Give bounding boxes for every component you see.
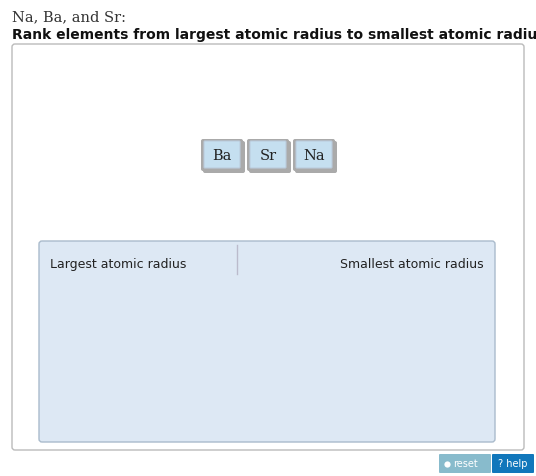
FancyBboxPatch shape [39, 241, 495, 442]
FancyBboxPatch shape [203, 142, 245, 174]
FancyBboxPatch shape [293, 140, 335, 172]
FancyBboxPatch shape [247, 140, 289, 172]
FancyBboxPatch shape [12, 45, 524, 450]
FancyBboxPatch shape [204, 142, 240, 169]
Text: reset: reset [453, 458, 478, 468]
Text: Sr: Sr [259, 149, 277, 163]
FancyBboxPatch shape [295, 142, 337, 174]
Text: ? help: ? help [498, 458, 528, 468]
Text: Ba: Ba [212, 149, 232, 163]
Text: Smallest atomic radius: Smallest atomic radius [340, 258, 484, 270]
FancyBboxPatch shape [201, 140, 243, 172]
Text: Largest atomic radius: Largest atomic radius [50, 258, 187, 270]
FancyBboxPatch shape [249, 142, 291, 174]
FancyBboxPatch shape [492, 454, 534, 473]
FancyBboxPatch shape [250, 142, 286, 169]
Text: Na: Na [303, 149, 325, 163]
FancyBboxPatch shape [439, 454, 491, 473]
Text: Rank elements from largest atomic radius to smallest atomic radius.: Rank elements from largest atomic radius… [12, 28, 536, 42]
FancyBboxPatch shape [296, 142, 332, 169]
Text: Na, Ba, and Sr:: Na, Ba, and Sr: [12, 10, 126, 24]
